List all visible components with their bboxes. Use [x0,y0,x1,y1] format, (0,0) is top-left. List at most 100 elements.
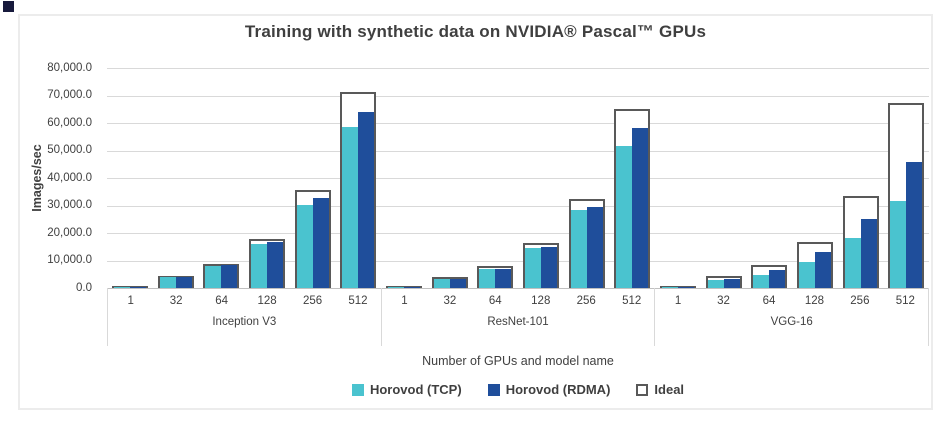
gpu-cluster [655,68,701,288]
gpu-cluster [701,68,747,288]
gpu-count-label: 128 [804,295,825,307]
bar-horovod-rdma [175,276,192,288]
legend: Horovod (TCP) Horovod (RDMA) Ideal [107,382,929,397]
model-group-label: ResNet-101 [487,316,549,328]
bar-horovod-tcp [250,244,267,288]
bar-cluster [431,68,468,288]
legend-swatch-horovod-rdma [487,383,500,396]
bar-horovod-tcp [798,262,815,288]
gpu-count-row: 1 32 64 128 256 512 [108,295,381,307]
bar-cluster [888,68,925,288]
bar-horovod-tcp [707,280,724,288]
x-axis: 1 32 64 128 256 512 Inception V3 1 32 64 128 256 512… [107,288,930,346]
gpu-count-row: 1 32 64 128 256 512 [655,295,928,307]
gpu-cluster [746,68,792,288]
bar-cluster [203,68,240,288]
bar-cluster [842,68,879,288]
gpu-count-label: 32 [717,295,730,307]
bar-cluster [294,68,331,288]
chart-panel: Training with synthetic data on NVIDIA® … [18,14,933,410]
bar-horovod-rdma [677,287,694,288]
gpu-cluster [427,68,473,288]
gridline [107,233,929,234]
bar-horovod-rdma [495,268,512,288]
gpu-count-label: 128 [531,295,551,307]
bar-horovod-tcp [753,274,770,288]
bar-horovod-tcp [661,287,678,288]
bar-horovod-rdma [312,198,329,288]
bar-horovod-tcp [616,146,633,288]
y-tick-label: 70,000.0 [47,89,92,101]
bar-cluster [248,68,285,288]
bar-cluster [705,68,742,288]
y-axis: 80,000.0 70,000.0 60,000.0 50,000.0 40,000.0… [20,62,98,294]
bar-cluster [796,68,833,288]
gridline [107,205,929,207]
bar-horovod-rdma [586,207,603,288]
gpu-cluster [244,68,290,288]
bar-cluster [111,68,148,288]
bar-horovod-tcp [296,204,313,288]
bar-cluster [157,68,194,288]
bar-cluster [385,68,422,288]
legend-swatch-horovod-tcp [351,383,364,396]
bar-horovod-tcp [342,126,359,288]
legend-item: Horovod (RDMA) [487,382,610,397]
gridline [107,123,929,124]
gpu-cluster [335,68,381,288]
legend-label: Ideal [654,382,685,397]
x-axis-group: 1 32 64 128 256 512 Inception V3 [108,288,382,346]
y-tick-label: 10,000.0 [47,254,92,266]
gpu-cluster [472,68,518,288]
bar-horovod-rdma [723,278,740,288]
gpu-count-label: 256 [576,295,596,307]
gpu-cluster [198,68,244,288]
bar-horovod-tcp [387,287,404,288]
gpu-count-label: 32 [443,295,457,307]
legend-label: Horovod (TCP) [369,382,462,397]
gpu-cluster [564,68,610,288]
bar-horovod-tcp [479,268,496,288]
bar-horovod-rdma [906,162,923,288]
y-tick-label: 40,000.0 [47,171,92,184]
y-tick-label: 0.0 [76,281,92,294]
bar-cluster [340,68,377,288]
model-group [381,68,655,288]
gpu-count-label: 1 [127,295,134,307]
x-axis-title: Number of GPUs and model name [422,354,614,368]
bar-horovod-rdma [221,264,238,288]
model-group-label: VGG-16 [770,316,813,328]
bar-horovod-tcp [205,266,222,288]
bar-cluster [568,68,605,288]
y-tick-label: 30,000.0 [47,199,92,211]
gpu-cluster [609,68,655,288]
y-tick-label: 50,000.0 [47,144,92,156]
gpu-cluster [792,68,838,288]
bar-cluster [659,68,696,288]
bar-horovod-tcp [524,247,541,288]
gpu-cluster [883,68,929,288]
bar-cluster [751,68,788,288]
bar-cluster [477,68,514,288]
gpu-count-label: 128 [257,295,277,307]
bar-horovod-tcp [570,210,587,288]
bar-horovod-rdma [540,247,557,288]
y-tick-label: 60,000.0 [47,116,92,129]
gpu-cluster [381,68,427,288]
gpu-count-label: 1 [674,295,682,307]
gpu-count-label: 256 [850,295,870,307]
gridline [107,68,929,69]
gpu-count-label: 1 [401,295,408,307]
gpu-count-label: 256 [302,295,323,307]
model-group-label: Inception V3 [212,316,277,328]
bar-horovod-tcp [433,278,450,288]
legend-item: Ideal [636,382,684,397]
bar-horovod-rdma [814,252,831,288]
gpu-count-label: 512 [895,295,915,307]
bar-horovod-rdma [266,242,283,288]
model-group [107,68,381,288]
gpu-cluster [838,68,884,288]
gpu-count-label: 32 [169,295,183,307]
x-axis-group: 1 32 64 128 256 512 ResNet-101 [382,288,656,346]
bar-cluster [614,68,651,288]
